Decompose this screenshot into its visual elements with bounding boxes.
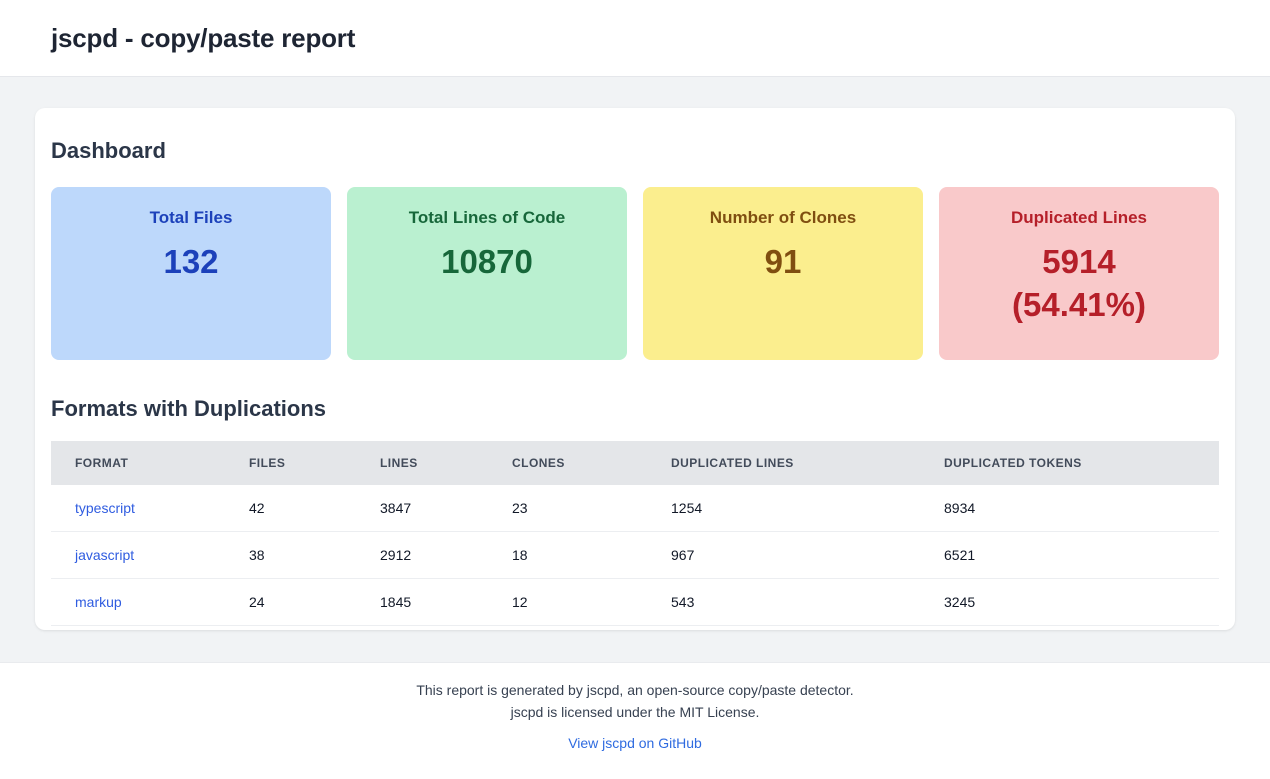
table-row-markup: markup 24 1845 12 543 3245 (51, 578, 1219, 626)
main-area: Dashboard Total Files 132 Total Lines of… (0, 77, 1270, 662)
column-header-format: Format (51, 441, 225, 485)
cell-files: 42 (225, 485, 356, 532)
stat-value: 5914 (1042, 243, 1116, 280)
stat-card-grid: Total Files 132 Total Lines of Code 1087… (51, 187, 1219, 360)
stat-card-total-files: Total Files 132 (51, 187, 331, 360)
dashboard-heading: Dashboard (51, 138, 166, 163)
stat-value-percentage: (54.41%) (1012, 285, 1146, 323)
format-link-typescript[interactable]: typescript (75, 500, 135, 516)
column-header-files: Files (225, 441, 356, 485)
cell-duplicated-tokens: 6521 (920, 531, 1219, 579)
cell-lines: 3847 (356, 485, 488, 532)
cell-lines: 1845 (356, 578, 488, 626)
footer-line-2: jscpd is licensed under the MIT License. (510, 703, 760, 720)
github-link[interactable]: View jscpd on GitHub (568, 735, 702, 751)
cell-clones: 12 (488, 578, 647, 626)
table-row-javascript: javascript 38 2912 18 967 6521 (51, 531, 1219, 579)
app-footer: This report is generated by jscpd, an op… (0, 662, 1270, 779)
cell-lines: 2912 (356, 531, 488, 579)
footer-line-1: This report is generated by jscpd, an op… (416, 682, 854, 698)
column-header-lines: Lines (356, 441, 488, 485)
formats-table: Format Files Lines Clones Duplicated lin… (51, 441, 1219, 626)
page-title: jscpd - copy/paste report (51, 22, 356, 53)
table-row-typescript: typescript 42 3847 23 1254 8934 (51, 485, 1219, 532)
stat-label: Duplicated Lines (1010, 208, 1148, 227)
cell-duplicated-tokens: 8934 (920, 485, 1219, 532)
stat-label: Total Files (149, 208, 233, 227)
cell-duplicated-tokens: 3245 (920, 578, 1219, 626)
cell-files: 24 (225, 578, 356, 626)
stat-label: Total Lines of Code (408, 208, 566, 227)
cell-clones: 18 (488, 531, 647, 579)
stat-value: 91 (764, 243, 802, 280)
formats-heading: Formats with Duplications (51, 396, 327, 421)
stat-label: Number of Clones (709, 208, 857, 227)
column-header-duplicated-tokens: Duplicated tokens (920, 441, 1219, 485)
format-link-javascript[interactable]: javascript (75, 547, 135, 563)
format-link-markup[interactable]: markup (75, 594, 122, 610)
formats-table-header: Format Files Lines Clones Duplicated lin… (51, 441, 1219, 485)
stat-card-number-of-clones: Number of Clones 91 (643, 187, 923, 360)
cell-duplicated-lines: 543 (647, 578, 920, 626)
cell-duplicated-lines: 1254 (647, 485, 920, 532)
app-header: jscpd - copy/paste report (0, 0, 1270, 77)
report-panel: Dashboard Total Files 132 Total Lines of… (35, 108, 1235, 630)
stat-value: 132 (163, 243, 219, 280)
cell-duplicated-lines: 967 (647, 531, 920, 579)
cell-clones: 23 (488, 485, 647, 532)
stat-card-duplicated-lines: Duplicated Lines 5914 (54.41%) (939, 187, 1219, 360)
column-header-duplicated-lines: Duplicated lines (647, 441, 920, 485)
cell-files: 38 (225, 531, 356, 579)
stat-card-total-lines: Total Lines of Code 10870 (347, 187, 627, 360)
stat-value: 10870 (441, 243, 533, 280)
column-header-clones: Clones (488, 441, 647, 485)
